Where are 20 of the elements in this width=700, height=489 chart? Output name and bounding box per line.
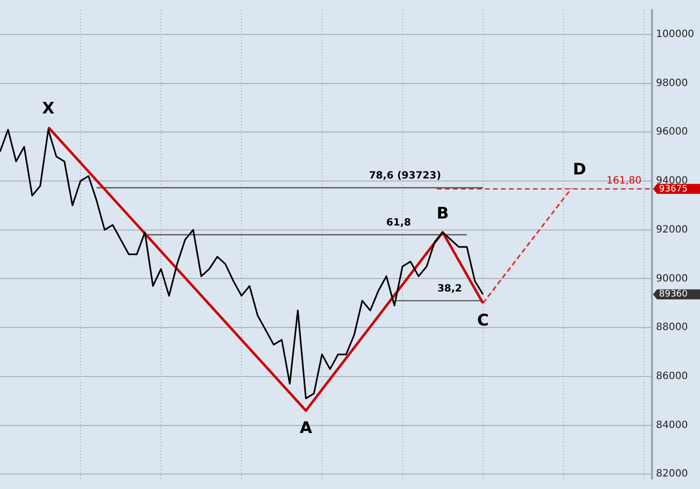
text: 89360 (659, 290, 688, 300)
annotation: 161,80 (606, 176, 642, 187)
ref-line-label: 93675 (659, 184, 688, 194)
y-tick-label: 92000 (656, 224, 688, 236)
annotation: A (300, 418, 313, 437)
annotation: D (572, 159, 586, 178)
annotation: B (436, 203, 449, 222)
y-tick-label: 90000 (656, 273, 688, 284)
y-tick-label: 86000 (656, 371, 688, 382)
y-tick-label: 82000 (656, 468, 688, 480)
annotation: 78,6 (93723) (368, 170, 442, 182)
annotation: 38,2 (437, 283, 462, 294)
y-tick-label: 88000 (656, 322, 688, 334)
annotation: 61,8 (386, 217, 411, 228)
y-tick-label: 100000 (656, 29, 694, 40)
y-tick-label: 98000 (656, 78, 688, 89)
y-tick-label: 84000 (656, 420, 688, 431)
annotation: X (42, 98, 56, 118)
y-tick-label: 96000 (656, 126, 688, 138)
annotation: C (477, 310, 489, 330)
